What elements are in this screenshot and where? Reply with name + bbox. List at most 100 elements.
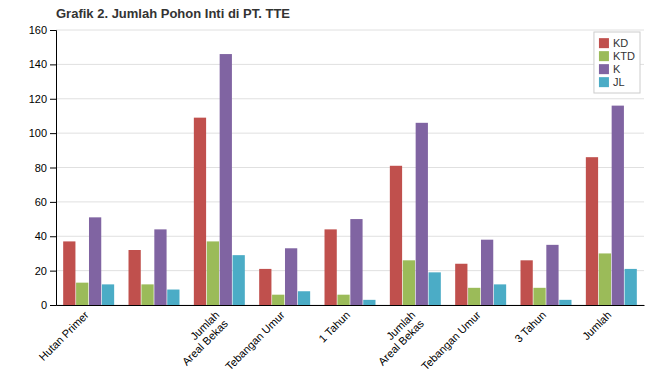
bar	[285, 248, 297, 305]
x-tick: Jumlah	[580, 309, 614, 343]
bar	[298, 291, 310, 305]
y-tick: 40	[35, 230, 56, 242]
bar	[272, 295, 284, 305]
bar	[559, 300, 571, 305]
grid-line	[56, 167, 644, 168]
y-axis: 020406080100120140160	[29, 24, 57, 311]
chart-container: 020406080100120140160Hutan PrimerJumlahA…	[0, 0, 660, 387]
bar	[612, 106, 624, 305]
y-tick-mark	[50, 133, 56, 134]
legend: KDKTDKJL	[594, 32, 640, 93]
x-tick: Hutan Primer	[36, 308, 91, 363]
y-tick-label: 160	[29, 24, 47, 36]
bar	[63, 241, 75, 305]
y-tick: 60	[35, 196, 56, 208]
x-tick-label-line: Tebangan Umur	[419, 308, 483, 372]
y-tick: 160	[29, 24, 56, 36]
bar	[194, 118, 206, 305]
grid-line	[56, 236, 644, 237]
y-tick-mark	[50, 305, 56, 306]
bar-series	[102, 255, 637, 305]
y-tick-mark	[50, 271, 56, 272]
x-tick-label: Tebangan Umur	[223, 308, 287, 372]
x-tick-label-line: 1 Tahun	[316, 309, 352, 345]
grid-line	[56, 201, 644, 202]
x-tick-label: 3 Tahun	[512, 309, 548, 345]
y-tick-label: 20	[35, 265, 47, 277]
y-tick: 100	[29, 127, 56, 139]
legend-swatch	[599, 77, 609, 87]
bar	[76, 283, 88, 305]
grid	[56, 30, 644, 305]
legend-item: JL	[599, 76, 625, 88]
legend-label: KD	[613, 37, 628, 49]
y-tick-label: 100	[29, 127, 47, 139]
x-tick: 1 Tahun	[316, 309, 352, 345]
x-tick-label-line: Areal Bekas	[376, 317, 427, 368]
bars	[63, 54, 637, 305]
plot-area: 020406080100120140160Hutan PrimerJumlahA…	[29, 24, 645, 372]
x-tick-label-line: Tebangan Umur	[223, 308, 287, 372]
legend-swatch	[599, 64, 609, 74]
bar	[233, 255, 245, 305]
y-tick-mark	[50, 202, 56, 203]
bar	[546, 245, 558, 305]
bar	[390, 166, 402, 305]
x-tick-label: JumlahAreal Bekas	[367, 308, 426, 367]
bar	[129, 250, 141, 305]
x-tick: 3 Tahun	[512, 309, 548, 345]
bar	[481, 240, 493, 305]
bar-series	[63, 118, 598, 305]
bar	[429, 272, 441, 305]
y-tick: 0	[41, 299, 56, 311]
bar	[416, 123, 428, 305]
legend-item: KD	[599, 37, 628, 49]
bar-series	[89, 54, 624, 305]
bar	[586, 157, 598, 305]
x-tick-label: JumlahAreal Bekas	[171, 308, 230, 367]
x-tick: Tebangan Umur	[419, 308, 483, 372]
y-tick-label: 80	[35, 162, 47, 174]
bar	[89, 217, 101, 305]
bar	[220, 54, 232, 305]
bar	[494, 284, 506, 305]
y-axis-line	[50, 31, 57, 306]
grid-line	[56, 98, 644, 99]
bar	[259, 269, 271, 305]
bar	[521, 260, 533, 305]
grid-line	[56, 133, 644, 134]
bar	[154, 229, 166, 305]
legend-label: KTD	[613, 50, 635, 62]
legend-item: K	[599, 63, 621, 75]
bar	[403, 260, 415, 305]
bar	[533, 288, 545, 305]
bar	[468, 288, 480, 305]
y-tick: 80	[35, 162, 56, 174]
y-tick-mark	[50, 236, 56, 237]
y-tick: 120	[29, 93, 56, 105]
x-axis-line	[57, 305, 645, 306]
x-axis: Hutan PrimerJumlahAreal BekasTebangan Um…	[36, 306, 644, 373]
x-tick: JumlahAreal Bekas	[367, 308, 426, 367]
bar	[625, 269, 637, 305]
legend-frame	[594, 32, 640, 93]
x-tick: Tebangan Umur	[223, 308, 287, 372]
y-tick-mark	[50, 168, 56, 169]
x-tick-label: Jumlah	[580, 309, 614, 343]
grid-line	[56, 30, 644, 31]
y-tick-mark	[50, 99, 56, 100]
chart-svg: 020406080100120140160Hutan PrimerJumlahA…	[0, 0, 660, 387]
legend-swatch	[599, 51, 609, 61]
bar	[141, 284, 153, 305]
bar	[325, 229, 337, 305]
y-tick-label: 120	[29, 93, 47, 105]
chart-title: Grafik 2. Jumlah Pohon Inti di PT. TTE	[56, 6, 290, 21]
grid-line	[56, 64, 644, 65]
x-tick-label: 1 Tahun	[316, 309, 352, 345]
y-tick-label: 60	[35, 196, 47, 208]
legend-label: JL	[613, 76, 625, 88]
x-tick: JumlahAreal Bekas	[171, 308, 230, 367]
x-tick-label: Tebangan Umur	[419, 308, 483, 372]
legend-item: KTD	[599, 50, 635, 62]
y-tick-mark	[50, 30, 56, 31]
